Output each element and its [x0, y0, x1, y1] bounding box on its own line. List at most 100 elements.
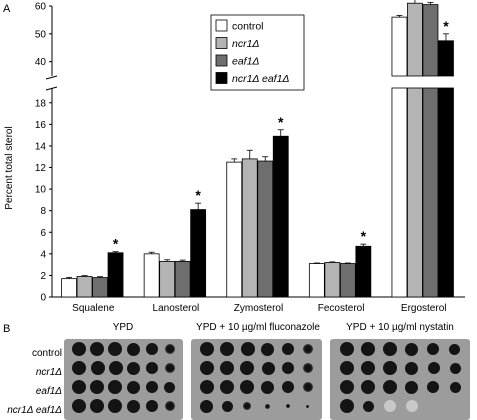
chart-legend: control ncr1Δ eaf1Δ ncr1Δ eaf1Δ: [210, 14, 305, 91]
significance-star: *: [195, 187, 201, 203]
bar: [226, 161, 243, 298]
y-tick-label: 18: [35, 98, 47, 109]
yeast-spot: [165, 363, 176, 373]
x-tick-label: Squalene: [72, 303, 115, 314]
yeast-spot: [302, 382, 313, 392]
yeast-spot: [220, 342, 235, 356]
yeast-spot: [90, 361, 105, 375]
yeast-spot: [306, 404, 310, 408]
yeast-spot: [145, 381, 158, 393]
yeast-spot: [220, 361, 235, 375]
yeast-spot: [146, 400, 159, 412]
legend-swatch: [215, 54, 228, 67]
plate-nystatin: [330, 339, 470, 420]
yeast-spot: [199, 342, 214, 356]
yeast-spot: [240, 380, 255, 394]
yeast-spot: [90, 342, 105, 356]
yeast-spot: [72, 380, 87, 394]
plate-title-ypd: YPD: [112, 322, 134, 333]
panel-a-letter: A: [3, 3, 11, 15]
legend-label: ncr1Δ eaf1Δ: [232, 73, 289, 85]
significance-star: *: [443, 18, 449, 34]
yeast-spot: [383, 380, 398, 394]
yeast-spot: [71, 361, 86, 375]
yeast-spot: [382, 361, 397, 375]
bar: [241, 158, 258, 298]
yeast-spot: [340, 380, 355, 394]
yeast-spot: [362, 400, 374, 412]
faint-yeast-spot: [384, 400, 397, 412]
faint-yeast-spot: [405, 400, 418, 412]
legend-label: control: [232, 21, 264, 33]
y-tick-label: 40: [35, 57, 47, 68]
legend-swatch: [215, 72, 228, 84]
yeast-spot: [145, 362, 158, 374]
y-tick-label: 8: [40, 206, 46, 217]
strain-label-control: control: [31, 348, 62, 359]
yeast-spot: [165, 401, 176, 411]
bar: [407, 87, 423, 298]
bar: [391, 16, 408, 77]
plate-fluconazole: [191, 339, 322, 420]
y-tick-label: 0: [40, 293, 46, 304]
x-tick-label: Lanosterol: [153, 303, 200, 314]
legend-label: eaf1Δ: [232, 56, 259, 68]
yeast-spot: [302, 344, 313, 354]
yeast-spot: [108, 342, 123, 356]
yeast-spot: [281, 381, 294, 393]
yeast-spot: [222, 400, 234, 412]
yeast-spot: [281, 343, 294, 355]
yeast-spot: [126, 361, 140, 375]
yeast-spot: [240, 342, 255, 356]
bar: [422, 4, 439, 77]
y-axis-label: Percent total sterol: [4, 126, 15, 209]
y-tick-label: 12: [35, 163, 47, 174]
yeast-spot: [240, 361, 255, 375]
axis-break-mark: [45, 75, 58, 80]
yeast-spot: [281, 362, 294, 374]
strain-label-ncr1: ncr1Δ: [35, 367, 62, 378]
yeast-spot: [339, 342, 354, 356]
legend-label: ncr1Δ: [232, 38, 259, 50]
bar: [159, 260, 176, 298]
yeast-spot: [405, 361, 419, 375]
axis-break-mark: [45, 86, 58, 91]
yeast-spot: [405, 380, 419, 394]
yeast-spot: [108, 361, 123, 375]
yeast-spot: [261, 361, 275, 375]
yeast-spot: [302, 363, 313, 373]
yeast-spot: [126, 342, 140, 356]
bar: [272, 135, 289, 298]
bar: [76, 276, 93, 298]
strain-label-eaf1: eaf1Δ: [35, 386, 62, 397]
bar: [339, 263, 356, 298]
yeast-spot: [361, 380, 376, 394]
yeast-spot: [220, 380, 235, 394]
significance-star: *: [278, 114, 284, 130]
yeast-spot: [72, 399, 87, 413]
y-tick-label: 50: [35, 29, 47, 40]
bar: [438, 40, 454, 77]
yeast-spot: [339, 361, 354, 375]
strain-label-double: ncr1Δ eaf1Δ: [7, 405, 62, 416]
yeast-spot: [89, 380, 104, 394]
yeast-spot: [361, 342, 376, 356]
bar: [61, 278, 77, 298]
bar: [438, 87, 454, 298]
yeast-spot: [427, 362, 440, 374]
yeast-spot: [126, 399, 140, 413]
yeast-spot: [145, 343, 158, 355]
plate-ypd: [64, 339, 183, 420]
yeast-spot: [449, 343, 461, 355]
bar: [422, 87, 439, 298]
significance-star: *: [113, 236, 119, 252]
panel-b-letter: B: [3, 323, 10, 335]
bar: [257, 160, 274, 298]
yeast-spot: [200, 361, 215, 375]
yeast-spot: [427, 381, 440, 393]
bar: [308, 263, 325, 298]
yeast-spot: [243, 402, 252, 410]
bar: [190, 209, 207, 298]
yeast-spot: [261, 380, 275, 394]
